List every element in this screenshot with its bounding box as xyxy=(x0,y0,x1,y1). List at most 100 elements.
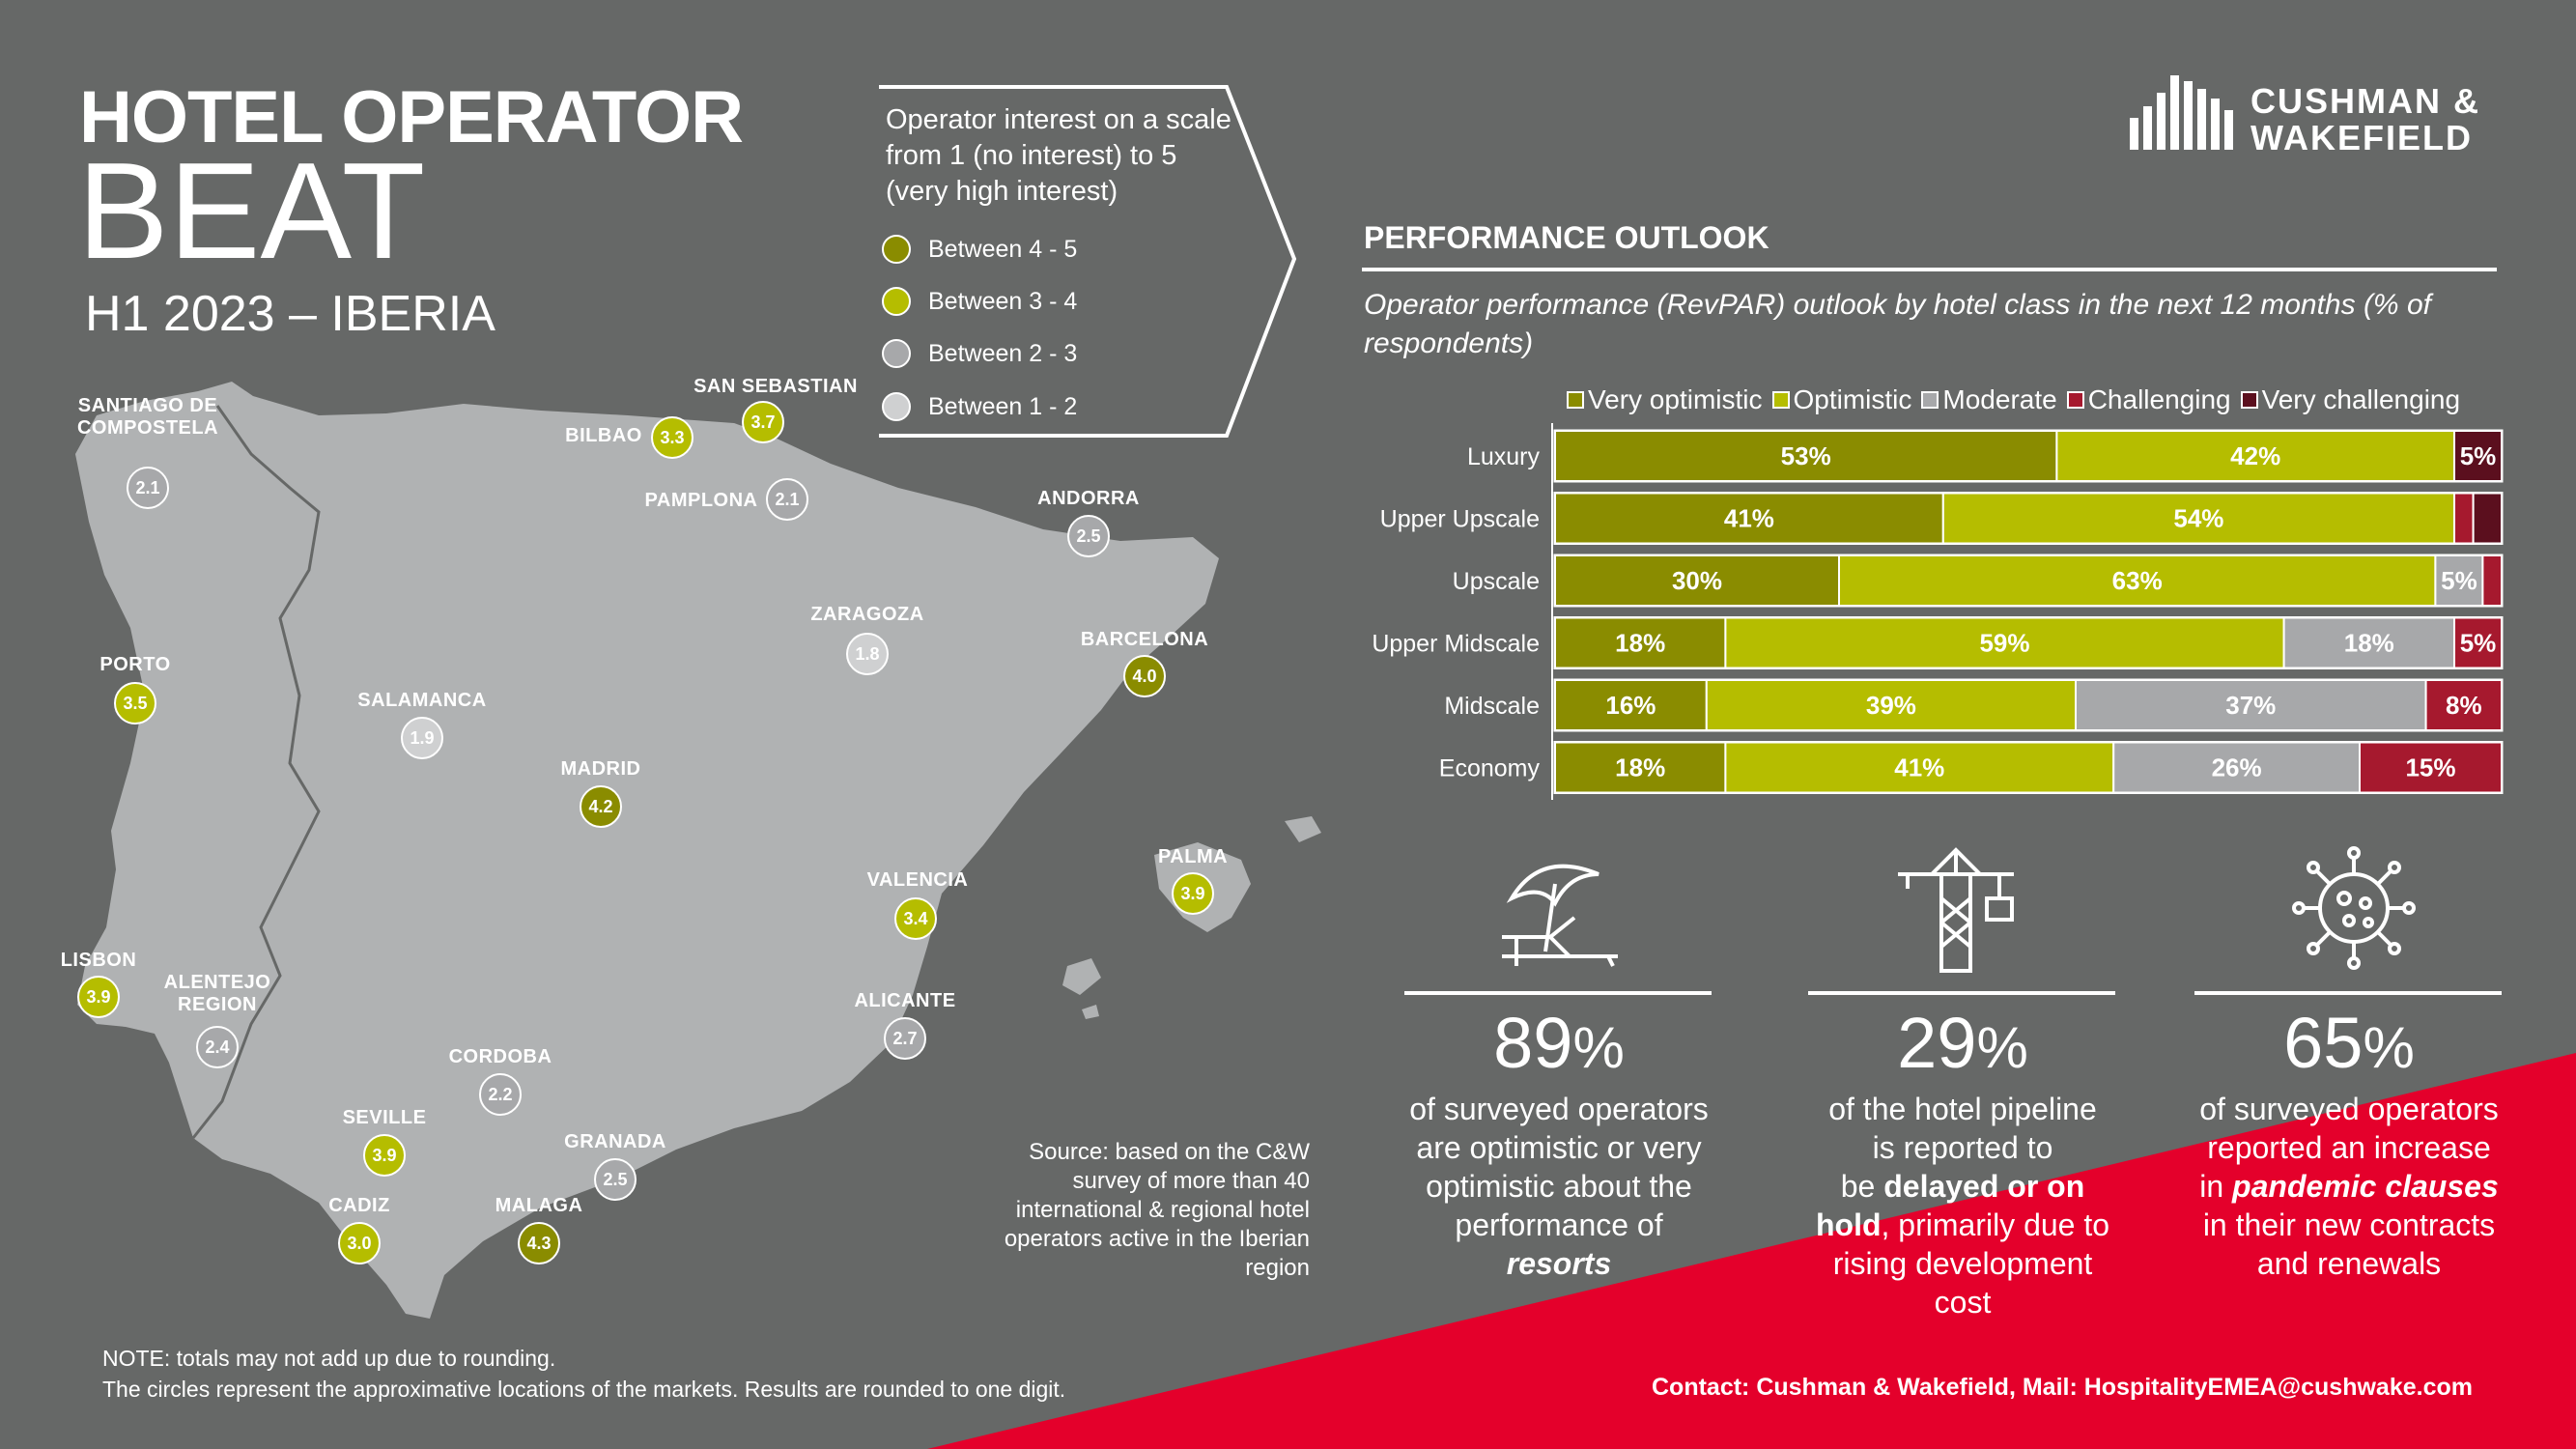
virus-icon xyxy=(2292,846,2416,970)
bar-data-label: 37% xyxy=(2225,691,2276,720)
menorca-island xyxy=(1285,816,1321,842)
city-label: CORDOBA xyxy=(448,1046,552,1067)
chart-legend-swatch xyxy=(1921,391,1939,409)
bar-data-label: 42% xyxy=(2230,441,2280,470)
legend-label: Between 1 - 2 xyxy=(928,392,1078,420)
chart-legend-label: Moderate xyxy=(1942,384,2057,414)
city-value-marker: 3.4 xyxy=(894,897,937,940)
legend-intro: Operator interest on a scale from 1 (no … xyxy=(886,104,1231,207)
city-value-marker: 3.7 xyxy=(742,401,784,443)
bar-data-label: 5% xyxy=(2460,441,2497,470)
logo-wordmark: CUSHMAN & WAKEFIELD xyxy=(2250,83,2480,156)
legend-item: Between 1 - 2 xyxy=(882,389,1077,424)
chart-legend-swatch xyxy=(2240,391,2258,409)
title-line1: HOTEL OPERATOR xyxy=(79,76,744,158)
title-line3: H1 2023 – IBERIA xyxy=(85,286,495,342)
stat-number: 89% xyxy=(1493,1003,1625,1083)
category-label: Upper Midscale xyxy=(1372,631,1540,658)
city-label: ANDORRA xyxy=(1037,488,1140,509)
bar-data-label: 16% xyxy=(1605,691,1656,720)
footnote: NOTE: totals may not add up due to round… xyxy=(102,1346,1066,1402)
city-value-marker: 3.5 xyxy=(114,682,156,724)
title-line2: BEAT xyxy=(77,134,426,288)
bar-segment xyxy=(1724,741,2115,794)
bar-data-label: 53% xyxy=(1781,441,1831,470)
city-label: PAMPLONA xyxy=(644,490,758,511)
bar-segment xyxy=(2472,492,2503,545)
bar-segment xyxy=(2453,430,2503,482)
chart-legend-item: Challenging xyxy=(2066,384,2231,415)
stat-number: 29% xyxy=(1897,1003,2028,1083)
bar-segment xyxy=(2434,554,2484,607)
legend-swatch xyxy=(882,287,911,316)
chart-subtitle: Operator performance (RevPAR) outlook by… xyxy=(1364,289,2431,359)
city-value-marker: 1.9 xyxy=(401,717,443,759)
city-value-marker: 2.2 xyxy=(479,1073,522,1116)
formentera-island xyxy=(1082,1005,1099,1019)
cushman-wakefield-logo-icon xyxy=(2130,75,2233,150)
city-label: PORTO xyxy=(99,654,171,675)
city-value-marker: 2.4 xyxy=(196,1026,239,1068)
logo-line1: CUSHMAN & xyxy=(2250,81,2480,121)
chart-legend-label: Challenging xyxy=(2087,384,2231,414)
legend-label: Between 4 - 5 xyxy=(928,235,1078,263)
stat-description: of the hotel pipeline is reported to be … xyxy=(1815,1092,2110,1320)
legend-label: Between 2 - 3 xyxy=(928,339,1078,367)
city-value-marker: 3.9 xyxy=(363,1134,406,1177)
bar-segment xyxy=(2481,554,2504,607)
bar-segment xyxy=(2424,679,2503,731)
crane-icon xyxy=(1898,847,2014,973)
legend-swatch xyxy=(882,392,911,421)
city-label: SAN SEBASTIAN xyxy=(694,376,858,397)
city-label: ALENTEJO REGION xyxy=(163,972,271,1015)
city-label: CADIZ xyxy=(328,1195,390,1216)
city-label: ALICANTE xyxy=(854,990,956,1011)
city-label: BILBAO xyxy=(565,425,642,446)
city-value-marker: 3.9 xyxy=(1172,872,1214,915)
bar-data-label: 30% xyxy=(1672,566,1722,595)
category-label: Luxury xyxy=(1467,443,1541,470)
bar-segment xyxy=(1554,741,1727,794)
city-value-marker: 3.0 xyxy=(338,1222,381,1264)
bar-data-label: 18% xyxy=(1615,629,1665,658)
performance-outlook-heading: PERFORMANCE OUTLOOK xyxy=(1364,220,1769,255)
legend-label: Between 3 - 4 xyxy=(928,287,1078,315)
legend-item: Between 2 - 3 xyxy=(882,336,1077,371)
bar-segment xyxy=(2453,616,2503,669)
bar-segment xyxy=(1554,554,1840,607)
city-value-marker: 3.3 xyxy=(651,416,694,459)
bar-data-label: 8% xyxy=(2446,691,2482,720)
stat-rule xyxy=(2194,991,2502,995)
chart-legend-swatch xyxy=(1567,391,1584,409)
city-value-marker: 3.9 xyxy=(77,976,120,1018)
bar-data-label: 39% xyxy=(1866,691,1916,720)
category-label: Upscale xyxy=(1453,568,1540,595)
city-value-marker: 2.5 xyxy=(1067,515,1110,557)
bar-segment xyxy=(1554,679,1708,731)
chart-legend-item: Very optimistic xyxy=(1567,384,1763,415)
stat-description: of surveyed operators are optimistic or … xyxy=(1409,1092,1709,1281)
bar-segment xyxy=(2055,430,2456,482)
outlook-stacked-bar-chart: Luxury 53% 42% 5% Upper Upscale 41% 54% Upscale… xyxy=(1372,423,2504,800)
stat-number: 65% xyxy=(2283,1003,2415,1083)
bar-data-label: 5% xyxy=(2441,566,2477,595)
legend-item: Between 3 - 4 xyxy=(882,284,1077,319)
bar-data-label: 5% xyxy=(2460,629,2497,658)
beach-umbrella-icon xyxy=(1502,864,1618,967)
city-label: VALENCIA xyxy=(866,869,969,891)
chart-legend: Very optimistic Optimistic Moderate Challen… xyxy=(1567,384,2470,415)
contact-info: Contact: Cushman & Wakefield, Mail: Hosp… xyxy=(1652,1374,2473,1401)
bar-segment xyxy=(1554,492,1944,545)
bar-data-label: 41% xyxy=(1724,504,1774,533)
chart-legend-item: Moderate xyxy=(1921,384,2057,415)
bar-data-label: 41% xyxy=(1894,753,1944,782)
bar-segment xyxy=(2453,492,2475,545)
chart-legend-label: Very optimistic xyxy=(1588,384,1763,414)
portugal-border xyxy=(191,405,321,1139)
city-label: GRANADA xyxy=(564,1131,666,1152)
city-label: SEVILLE xyxy=(342,1107,427,1128)
category-label: Upper Upscale xyxy=(1380,506,1540,533)
bar-segment xyxy=(2359,741,2503,794)
chart-legend-swatch xyxy=(2066,391,2084,409)
